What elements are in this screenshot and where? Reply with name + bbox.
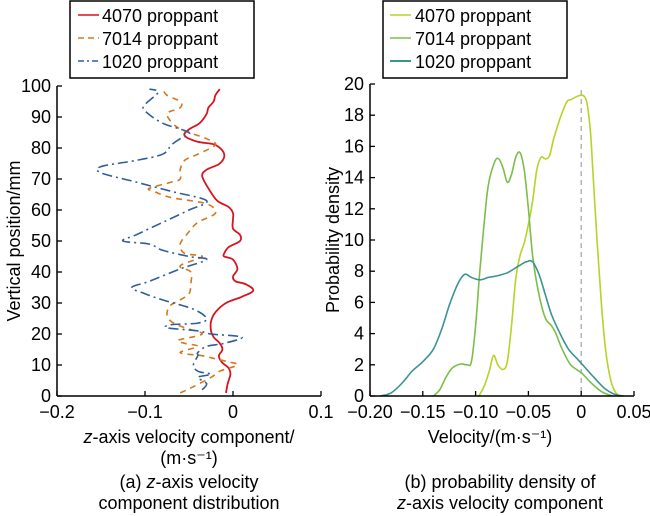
x-tick-label: −0.20 — [347, 402, 393, 422]
left-x-axis-title-line2: (m·s⁻¹) — [160, 448, 217, 468]
right-curves — [380, 94, 624, 397]
y-tick-label: 14 — [344, 168, 364, 188]
x-tick-label: 0 — [228, 402, 238, 422]
right-x-axis-title: Velocity/(m·s⁻¹) — [428, 427, 553, 447]
y-tick-label: 70 — [31, 169, 51, 189]
y-tick-label: 8 — [354, 261, 364, 281]
left-legend: 4070 proppant 7014 proppant 1020 proppan… — [69, 0, 255, 79]
left-panel: −0.2 −0.1 0 0.1 0 10 20 30 40 50 60 70 80 90 100 4070 … — [4, 0, 334, 513]
left-y-axis-title: Vertical position/mm — [4, 160, 24, 321]
y-tick-label: 4 — [354, 324, 364, 344]
left-axes: −0.2 −0.1 0 0.1 0 10 20 30 40 50 60 70 80 90 100 — [21, 76, 334, 422]
x-tick-label: −0.1 — [127, 402, 163, 422]
right-caption-line2: z-axis velocity component — [396, 493, 603, 513]
left-legend-box — [69, 0, 255, 79]
legend-label-1020: 1020 proppant — [415, 52, 531, 72]
right-caption-line1: (b) probability density of — [404, 472, 596, 492]
y-tick-label: 12 — [344, 199, 364, 219]
x-tick-label: −0.05 — [506, 402, 552, 422]
right-legend-box — [382, 0, 568, 79]
right-panel: −0.20 −0.15 −0.10 −0.05 0 0.05 0 2 4 6 8 10 12 14 16 18… — [323, 0, 650, 513]
y-tick-label: 0 — [41, 386, 51, 406]
right-axes: −0.20 −0.15 −0.10 −0.05 0 0.05 0 2 4 6 8 10 12 14 16 18… — [344, 74, 650, 422]
x-tick-label: −0.2 — [39, 402, 75, 422]
right-y-axis-title: Probability density — [323, 167, 343, 313]
series-line-4070 — [478, 94, 622, 397]
series-line-7014 — [432, 151, 614, 397]
y-tick-label: 18 — [344, 105, 364, 125]
series-line-1020 — [95, 88, 243, 391]
y-tick-label: 80 — [31, 138, 51, 158]
legend-label-7014: 7014 proppant — [415, 29, 531, 49]
x-tick-label: 0 — [576, 402, 586, 422]
legend-label-7014: 7014 proppant — [102, 29, 218, 49]
legend-label-1020: 1020 proppant — [102, 52, 218, 72]
y-tick-label: 20 — [31, 324, 51, 344]
x-tick-label: −0.10 — [453, 402, 499, 422]
series-line-7014 — [147, 88, 239, 394]
y-tick-label: 50 — [31, 231, 51, 251]
y-tick-label: 16 — [344, 136, 364, 156]
x-tick-label: −0.15 — [400, 402, 446, 422]
left-curves — [95, 88, 255, 394]
y-tick-label: 100 — [21, 76, 51, 96]
left-caption-line2: component distribution — [98, 493, 279, 513]
left-caption-line1: (a) z-axis velocity — [119, 472, 258, 492]
series-line-1020 — [380, 259, 624, 397]
right-legend: 4070 proppant 7014 proppant 1020 proppan… — [382, 0, 568, 79]
x-tick-label: 0.05 — [616, 402, 650, 422]
y-tick-label: 40 — [31, 262, 51, 282]
y-tick-label: 60 — [31, 200, 51, 220]
y-tick-label: 6 — [354, 292, 364, 312]
y-tick-label: 2 — [354, 355, 364, 375]
y-tick-label: 10 — [344, 230, 364, 250]
series-line-4070 — [183, 88, 255, 394]
left-x-axis-title-line1: z-axis velocity component/ — [82, 427, 294, 447]
y-tick-label: 10 — [31, 355, 51, 375]
legend-label-4070: 4070 proppant — [102, 6, 218, 26]
y-tick-label: 90 — [31, 107, 51, 127]
y-tick-label: 20 — [344, 74, 364, 94]
legend-label-4070: 4070 proppant — [415, 6, 531, 26]
x-tick-label: 0.1 — [308, 402, 333, 422]
y-tick-label: 30 — [31, 293, 51, 313]
y-tick-label: 0 — [354, 386, 364, 406]
